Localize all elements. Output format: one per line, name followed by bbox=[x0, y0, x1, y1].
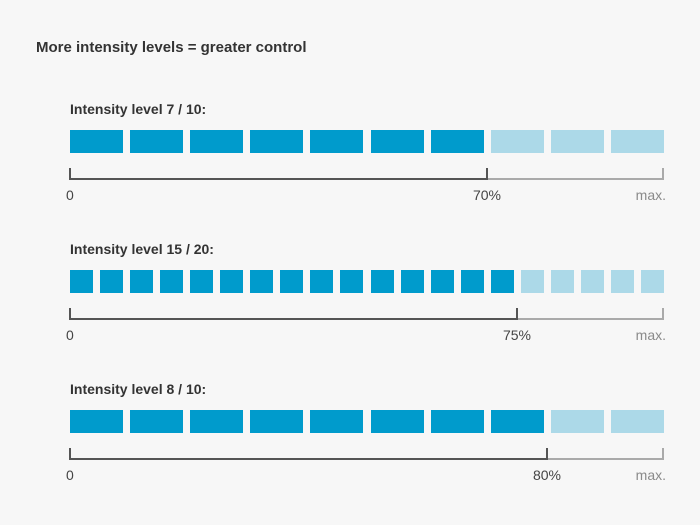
row-title: Intensity level 8 / 10: bbox=[70, 381, 207, 397]
scale-line-active bbox=[69, 318, 517, 320]
segment-active bbox=[310, 130, 364, 153]
scale-start-tick bbox=[69, 308, 71, 320]
segment-active bbox=[430, 130, 484, 153]
segment-active bbox=[70, 410, 124, 433]
percent-label: 80% bbox=[532, 467, 562, 483]
segment-active bbox=[370, 270, 394, 293]
segment-active bbox=[130, 130, 184, 153]
segment-active bbox=[100, 270, 124, 293]
segment-active bbox=[250, 270, 274, 293]
scale-level-tick bbox=[516, 308, 518, 320]
intensity-scale bbox=[69, 168, 664, 180]
segment-active bbox=[190, 130, 244, 153]
segment-inactive bbox=[610, 410, 664, 433]
segment-active bbox=[370, 130, 424, 153]
percent-label: 75% bbox=[502, 327, 532, 343]
scale-level-tick bbox=[546, 448, 548, 460]
scale-end-tick bbox=[662, 308, 664, 320]
zero-label: 0 bbox=[66, 327, 74, 343]
segment-inactive bbox=[580, 270, 604, 293]
scale-start-tick bbox=[69, 448, 71, 460]
segment-active bbox=[430, 410, 484, 433]
segment-active bbox=[70, 130, 124, 153]
segment-inactive bbox=[640, 270, 664, 293]
intensity-row: Intensity level 15 / 20: 0 75% max. bbox=[0, 241, 700, 351]
segment-active bbox=[70, 270, 94, 293]
scale-line-active bbox=[69, 458, 547, 460]
segment-active bbox=[280, 270, 304, 293]
scale-end-tick bbox=[662, 168, 664, 180]
scale-line-inactive bbox=[547, 458, 664, 460]
segment-active bbox=[130, 270, 154, 293]
page-title: More intensity levels = greater control bbox=[36, 39, 307, 56]
segment-bar bbox=[70, 130, 664, 153]
percent-label: 70% bbox=[472, 187, 502, 203]
segment-active bbox=[370, 410, 424, 433]
segment-active bbox=[310, 410, 364, 433]
intensity-row: Intensity level 7 / 10: 0 70% max. bbox=[0, 101, 700, 211]
segment-active bbox=[220, 270, 244, 293]
segment-inactive bbox=[550, 270, 574, 293]
segment-active bbox=[190, 270, 214, 293]
segment-active bbox=[400, 270, 424, 293]
scale-end-tick bbox=[662, 448, 664, 460]
zero-label: 0 bbox=[66, 467, 74, 483]
segment-inactive bbox=[550, 410, 604, 433]
max-label: max. bbox=[635, 327, 666, 343]
segment-active bbox=[250, 130, 304, 153]
segment-active bbox=[310, 270, 334, 293]
scale-start-tick bbox=[69, 168, 71, 180]
scale-level-tick bbox=[486, 168, 488, 180]
segment-active bbox=[130, 410, 184, 433]
segment-active bbox=[490, 270, 514, 293]
row-title: Intensity level 15 / 20: bbox=[70, 241, 214, 257]
segment-inactive bbox=[490, 130, 544, 153]
segment-active bbox=[190, 410, 244, 433]
segment-bar bbox=[70, 410, 664, 433]
segment-bar bbox=[70, 270, 664, 293]
scale-line-inactive bbox=[517, 318, 664, 320]
intensity-scale bbox=[69, 448, 664, 460]
scale-line-active bbox=[69, 178, 487, 180]
intensity-row: Intensity level 8 / 10: 0 80% max. bbox=[0, 381, 700, 491]
max-label: max. bbox=[635, 187, 666, 203]
segment-inactive bbox=[550, 130, 604, 153]
segment-inactive bbox=[610, 270, 634, 293]
segment-active bbox=[250, 410, 304, 433]
segment-active bbox=[460, 270, 484, 293]
row-title: Intensity level 7 / 10: bbox=[70, 101, 207, 117]
zero-label: 0 bbox=[66, 187, 74, 203]
max-label: max. bbox=[635, 467, 666, 483]
segment-inactive bbox=[520, 270, 544, 293]
segment-active bbox=[160, 270, 184, 293]
segment-inactive bbox=[610, 130, 664, 153]
segment-active bbox=[490, 410, 544, 433]
segment-active bbox=[430, 270, 454, 293]
intensity-scale bbox=[69, 308, 664, 320]
segment-active bbox=[340, 270, 364, 293]
scale-line-inactive bbox=[487, 178, 664, 180]
